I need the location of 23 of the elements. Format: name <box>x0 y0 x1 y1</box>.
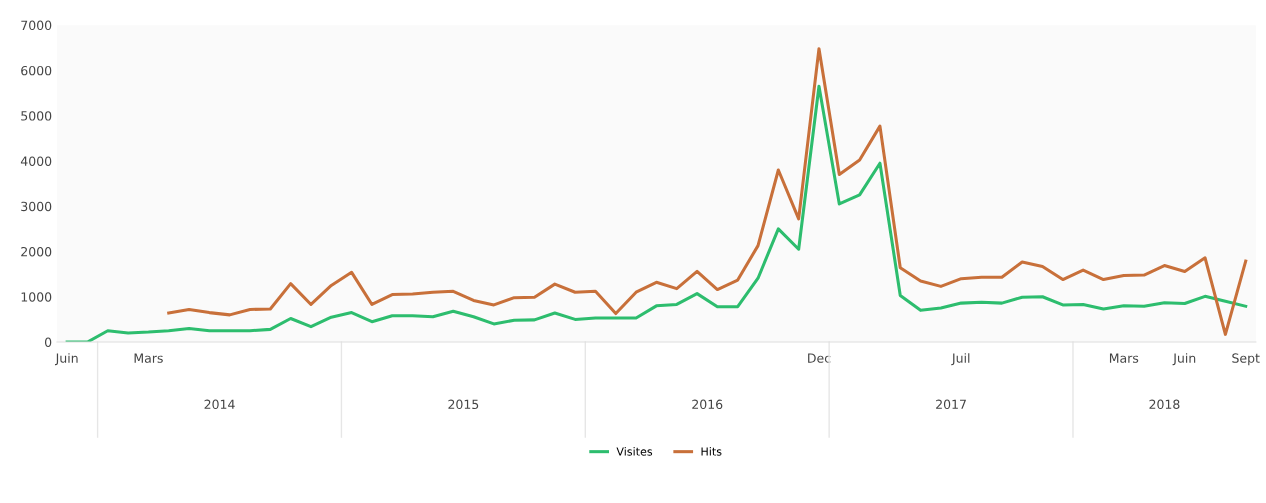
text: 2014 <box>204 399 235 410</box>
line-series <box>167 47 1248 336</box>
y-tick-label: 1000 <box>21 292 52 302</box>
y-tick-label: 2000 <box>21 246 52 257</box>
y-tick-label: 3000 <box>21 201 52 212</box>
legend-label: Visites <box>616 447 653 456</box>
text: 2018 <box>1149 399 1180 410</box>
y-tick-label: 6000 <box>21 65 52 76</box>
legend-label: Hits <box>701 447 722 456</box>
x-tick-label: Dec <box>808 353 831 363</box>
x-tick-label: Juin <box>54 353 78 366</box>
y-tick-label: 4000 <box>20 156 52 166</box>
y-tick-label: 0 <box>44 337 52 347</box>
x-tick-label: Juil <box>951 353 970 366</box>
x-tick-label: Mars <box>134 353 163 363</box>
text: 2016 <box>692 399 723 410</box>
x-tick-label: Mars <box>1109 353 1139 363</box>
x-tick-label: Juin <box>1172 353 1196 366</box>
y-tick-label: 7000 <box>21 20 52 31</box>
y-tick-label: 5000 <box>21 111 52 121</box>
x-tick-label: Sept <box>1232 353 1260 366</box>
text: 2015 <box>448 399 479 410</box>
text: 2017 <box>936 399 966 410</box>
